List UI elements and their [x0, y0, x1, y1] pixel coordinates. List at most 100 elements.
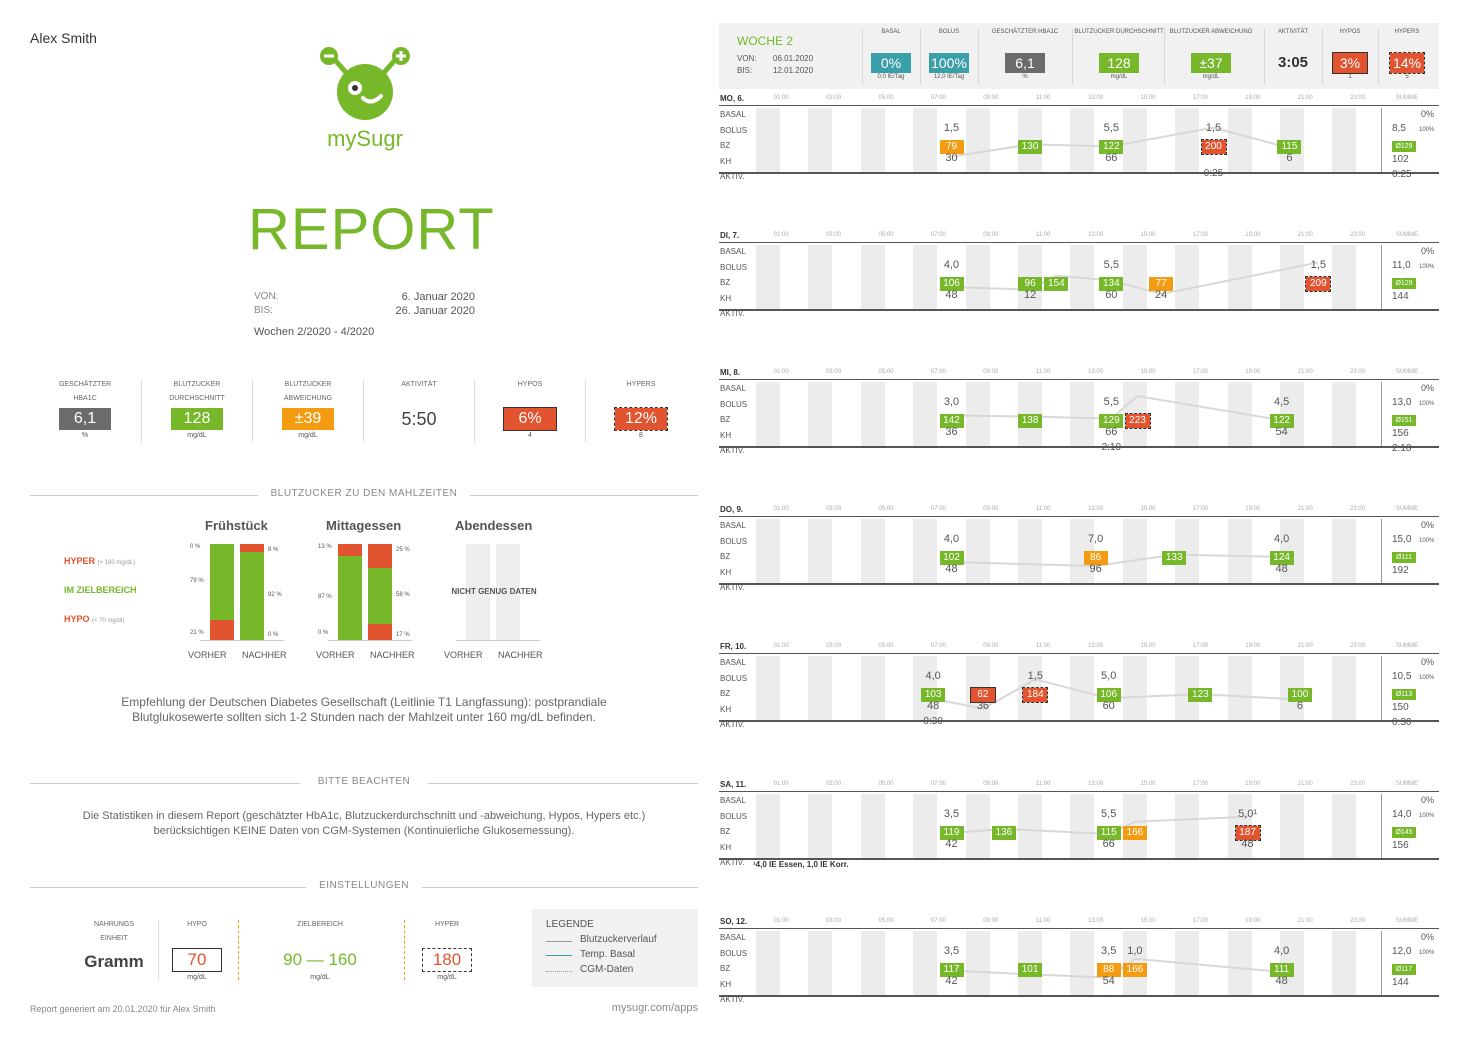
time-band: [756, 794, 780, 858]
week-stat-label: BASAL: [881, 29, 901, 35]
time-band: [1227, 931, 1252, 995]
hour-label: 09:00: [983, 918, 999, 924]
bz-value: 200: [1200, 139, 1227, 155]
bz-value: 130: [1018, 140, 1043, 154]
summary-divider: [363, 380, 364, 442]
week-stat-unit: 5: [1405, 74, 1409, 80]
hour-label: 07:00: [930, 232, 946, 238]
row-label: KH: [720, 567, 732, 577]
bz-value: 62: [969, 687, 996, 703]
sum-bolus: 14,0: [1392, 809, 1412, 820]
hour-label: 13:00: [1088, 643, 1104, 649]
day-footnote: ¹4,0 IE Essen, 1,0 IE Korr.: [753, 860, 849, 869]
bolus-value: 5,5: [1103, 259, 1119, 271]
summary-stat-label: AKTIVITÄT: [401, 381, 437, 388]
day-baseline: [719, 720, 1439, 722]
week-bis: 12.01.2020: [773, 66, 814, 75]
hour-label: 17:00: [1192, 369, 1208, 375]
week-stat-value: 100%: [929, 53, 969, 73]
summary-divider: [474, 380, 475, 442]
sum-bz-avg: Ø113: [1392, 689, 1416, 700]
hour-label: 03:00: [826, 95, 842, 101]
day-3: DO, 9. 01:00 03:00 05:00 07:00 09:00 11:00 13:0…: [719, 505, 1439, 595]
summe-label: SUMME: [1395, 643, 1419, 649]
hour-label: 03:00: [826, 369, 842, 375]
hour-label: 01:00: [773, 232, 789, 238]
day-name: SO, 12.: [720, 917, 748, 926]
bz-value: 138: [1018, 414, 1043, 428]
setting-unit-value: Gramm: [84, 952, 144, 971]
hour-label: 19:00: [1245, 232, 1261, 238]
week-stat-unit: 12,0 IE/Tag: [933, 74, 965, 80]
sum-bolus-pct: 100%: [1419, 127, 1435, 133]
hour-label: 19:00: [1245, 918, 1261, 924]
day-name: FR, 10.: [720, 642, 747, 651]
bz-value: 79: [939, 140, 964, 154]
kh-value: 36: [945, 426, 958, 438]
time-band: [808, 656, 833, 720]
hour-label: 15:00: [1140, 643, 1156, 649]
section-meals-heading: BLUTZUCKER ZU DEN MAHLZEITEN: [30, 488, 698, 502]
summe-label: SUMME: [1395, 918, 1419, 924]
summary-stat-unit: %: [81, 432, 89, 439]
bz-value: 134: [1099, 277, 1124, 291]
kh-value: 48: [945, 289, 958, 301]
row-label: BOLUS: [720, 536, 748, 546]
meal-baseline: [456, 640, 540, 641]
time-band: [808, 382, 833, 446]
hour-label: 01:00: [773, 369, 789, 375]
row-label: BASAL: [720, 933, 746, 942]
hour-label: 21:00: [1297, 918, 1313, 924]
day-name: DI, 7.: [720, 231, 740, 240]
bz-trend-line: [951, 261, 1319, 296]
row-label: BZ: [720, 827, 731, 836]
hour-label: 05:00: [878, 918, 894, 924]
hour-label: 21:00: [1297, 369, 1313, 375]
hour-label: 03:00: [826, 918, 842, 924]
hour-label: 23:00: [1350, 232, 1366, 238]
summary-stat-label: HYPERS: [626, 381, 656, 388]
bz-value: 111: [1269, 963, 1294, 977]
meal-legend-hyper: HYPER (> 180 mg/dL): [64, 556, 136, 566]
bolus-value: 3,5: [943, 808, 960, 820]
section-note-title: BITTE BEACHTEN: [317, 776, 411, 787]
sum-bolus-pct: 100%: [1419, 538, 1435, 544]
week-stat-unit: mg/dL: [1110, 74, 1128, 80]
recommendation-text: Empfehlung der Deutschen Diabetes Gesell…: [121, 695, 607, 724]
summary-divider: [141, 380, 142, 442]
summary-stat-value: 12%: [614, 407, 668, 431]
bolus-value: 7,0: [1087, 533, 1104, 545]
meal-title-1: Mittagessen: [326, 518, 402, 533]
hour-label: 13:00: [1088, 95, 1104, 101]
hour-label: 03:00: [826, 781, 842, 787]
meal-seg-hyper: [240, 544, 264, 552]
summe-separator: [1381, 382, 1382, 446]
week-von: 06.01.2020: [773, 54, 814, 63]
summe-separator: [1381, 519, 1382, 583]
sum-aktiv: 0:30: [1392, 717, 1412, 728]
section-settings-title: EINSTELLUNGEN: [319, 880, 409, 891]
day-header: MO, 6. 01:00 03:00 05:00 07:00 09:00 11:00 13:0…: [719, 94, 1439, 106]
bolus-value: 5,0: [1101, 670, 1117, 682]
time-band: [965, 382, 990, 446]
summary-stat-value: 6,1: [59, 408, 111, 430]
kh-value: 54: [1275, 426, 1288, 438]
hour-label: 07:00: [930, 506, 946, 512]
row-label: KH: [720, 293, 732, 303]
footer-link[interactable]: mysugr.com/apps: [611, 1002, 698, 1014]
time-band: [1227, 656, 1252, 720]
day-header: DI, 7. 01:00 03:00 05:00 07:00 09:00 11:00 13:0…: [719, 231, 1439, 243]
time-band: [913, 519, 938, 583]
day-header: SA, 11. 01:00 03:00 05:00 07:00 09:00 11:00 13:…: [719, 780, 1439, 792]
summary-stat-2: BLUTZUCKER ABWEICHUNG ±39 mg/dL: [253, 378, 363, 439]
row-label: BOLUS: [720, 673, 748, 683]
time-band: [913, 382, 938, 446]
row-label: AKTIV.: [720, 858, 745, 867]
bz-value: 122: [1269, 414, 1294, 428]
bz-trend-line: [951, 957, 1282, 979]
week-stat-label: BLUTZUCKER DURCHSCHNITT: [1074, 29, 1164, 35]
meal-seg-target: [210, 544, 234, 620]
summary-stat-value: 5:50: [401, 409, 437, 429]
week-stat-unit: %: [1022, 74, 1028, 80]
kh-value: 60: [1102, 700, 1115, 712]
